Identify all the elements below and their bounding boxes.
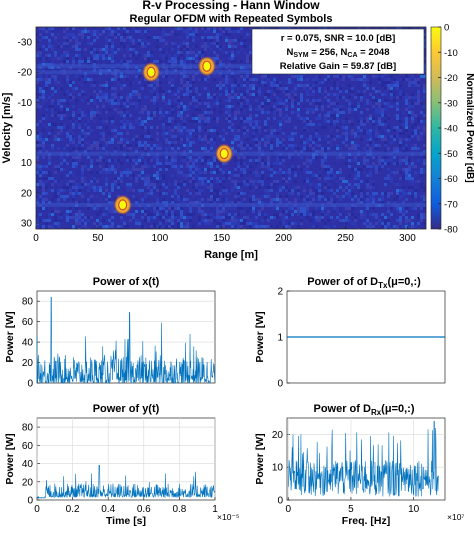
heatmap-ytick-label: 0 — [26, 128, 32, 139]
heatmap-ytick-label: -20 — [18, 68, 33, 79]
power-y-ytick-label: 20 — [22, 477, 34, 488]
heatmap-title: R-v Processing - Hann Window — [142, 0, 320, 12]
power-dtx-ytick-label: 0 — [277, 379, 283, 390]
power-drx-xtick-label: 10 — [408, 504, 420, 515]
power-y-xtick-label: 0 — [34, 504, 40, 515]
target-marker-3 — [215, 143, 234, 164]
heatmap-xtick-label: 200 — [275, 233, 292, 244]
heatmap-ytick-label: 10 — [21, 158, 33, 169]
power-y-xtick-label: 0.6 — [137, 504, 151, 515]
power-drx-title: Power of DRx(μ=0,:) — [313, 403, 414, 417]
power-drx-ytick-label: 0 — [277, 496, 283, 507]
heatmap-xtick-label: 0 — [33, 233, 39, 244]
annotation-nsym: 256 — [319, 47, 335, 58]
colorbar-tick-label: -20 — [444, 73, 458, 84]
heatmap-x-ticks: 0 50 100 150 200 250 300 — [33, 226, 416, 244]
power-y-xtick-label: 0.4 — [101, 504, 115, 515]
heatmap-y-ticks: -30 -20 -10 0 10 20 30 — [18, 38, 39, 229]
colorbar-label: Normalized Power [dB] — [464, 73, 474, 182]
heatmap-ytick-label: 30 — [21, 218, 33, 229]
colorbar-tick-label: -40 — [444, 124, 458, 135]
heatmap-ytick-label: -10 — [18, 98, 33, 109]
heatmap-xtick-label: 100 — [151, 233, 168, 244]
heatmap-xtick-label: 250 — [337, 233, 354, 244]
power-y-ytick-label: 0 — [27, 496, 33, 507]
heatmap-xtick-label: 50 — [92, 233, 104, 244]
power-drx-ylabel: Power [W] — [254, 433, 266, 484]
power-y-xtick-label: 0.8 — [172, 504, 186, 515]
power-drx-ytick-label: 20 — [272, 430, 284, 441]
power-y-xtick-label: 0.2 — [66, 504, 80, 515]
target-marker-1 — [142, 62, 161, 83]
power-drx-xlabel: Freq. [Hz] — [342, 515, 390, 527]
power-dtx-ylabel: Power [W] — [254, 311, 266, 362]
heatmap-xtick-label: 150 — [213, 233, 230, 244]
power-y-ytick-label: 60 — [22, 441, 34, 452]
colorbar-tick-label: -70 — [444, 199, 458, 210]
panel-power-y: Power of y(t) 0 20 40 60 80 0 0.2 0.4 0.6 0.8 1 Pow… — [4, 403, 239, 527]
power-y-ytick-label: 40 — [22, 459, 34, 470]
power-x-series-line — [36, 296, 216, 385]
colorbar-tick-label: -10 — [444, 48, 458, 59]
heatmap-xtick-label: 300 — [399, 233, 416, 244]
heatmap-xlabel: Range [m] — [204, 249, 258, 261]
heatmap-subtitle: Regular OFDM with Repeated Symbols — [130, 13, 333, 25]
target-marker-2 — [197, 56, 216, 77]
annotation-nca: 2048 — [368, 47, 389, 58]
power-y-ylabel: Power [W] — [4, 433, 16, 484]
heatmap-ytick-label: 20 — [21, 188, 33, 199]
power-y-xlabel: Time [s] — [106, 515, 146, 527]
power-dtx-ytick-label: 1 — [277, 333, 283, 344]
colorbar-tick-label: -30 — [444, 98, 458, 109]
heatmap-targets — [113, 56, 234, 215]
power-y-ytick-label: 80 — [22, 423, 34, 434]
power-drx-series-line — [287, 420, 439, 497]
power-y-xtick-label: 1 — [212, 504, 218, 515]
colorbar-tick-label: -60 — [444, 174, 458, 185]
heatmap-ylabel: Velocity [m/s] — [1, 92, 13, 163]
power-x-ytick-label: 0 — [27, 379, 33, 390]
panel-power-dtx: Power of of DTx(μ=0,:) 0 1 2 Power [W] — [254, 276, 446, 390]
colorbar-tick-label: -80 — [444, 225, 458, 236]
power-x-ytick-label: 80 — [22, 297, 34, 308]
colorbar: 0 -10 -20 -30 -40 -50 -60 -70 -80 Normalized Pow… — [430, 23, 474, 236]
colorbar-tick-label: -50 — [444, 149, 458, 160]
annotation-line1: r = 0.075, SNR = 10.0 [dB] — [281, 33, 396, 44]
panel-power-x: Power of x(t) 0 20 40 60 80 Power [W] — [4, 276, 216, 390]
power-x-ytick-label: 20 — [22, 358, 34, 369]
power-dtx-title: Power of of DTx(μ=0,:) — [307, 276, 421, 290]
power-x-ylabel: Power [W] — [4, 311, 16, 362]
colorbar-tick-label: 0 — [444, 23, 449, 34]
power-y-x-exponent: ×10⁻⁵ — [217, 512, 239, 522]
target-marker-4 — [113, 194, 132, 215]
annotation-line2: NSYM = 256, NCA = 2048 — [287, 47, 390, 59]
heatmap-frame — [35, 26, 427, 230]
power-drx-x-exponent: ×10⁷ — [447, 512, 465, 522]
power-x-title: Power of x(t) — [93, 276, 160, 288]
power-drx-xtick-label: 0 — [285, 504, 291, 515]
power-dtx-ytick-label: 2 — [277, 287, 283, 298]
power-drx-ytick-label: 10 — [272, 463, 284, 474]
power-x-ytick-label: 60 — [22, 317, 34, 328]
power-x-ytick-label: 40 — [22, 338, 34, 349]
heatmap-annotation: r = 0.075, SNR = 10.0 [dB] NSYM = 256, N… — [251, 28, 425, 75]
colorbar-ticks: 0 -10 -20 -30 -40 -50 -60 -70 -80 — [438, 23, 458, 236]
power-drx-xtick-label: 5 — [348, 504, 354, 515]
heatmap-ytick-label: -30 — [18, 38, 33, 49]
annotation-line3: Relative Gain = 59.87 [dB] — [280, 61, 396, 72]
power-y-title: Power of y(t) — [93, 403, 160, 415]
panel-power-drx: Power of DRx(μ=0,:) 0 10 20 0 5 10 Power [W] Fr… — [254, 403, 465, 527]
power-y-series-line — [36, 465, 216, 500]
